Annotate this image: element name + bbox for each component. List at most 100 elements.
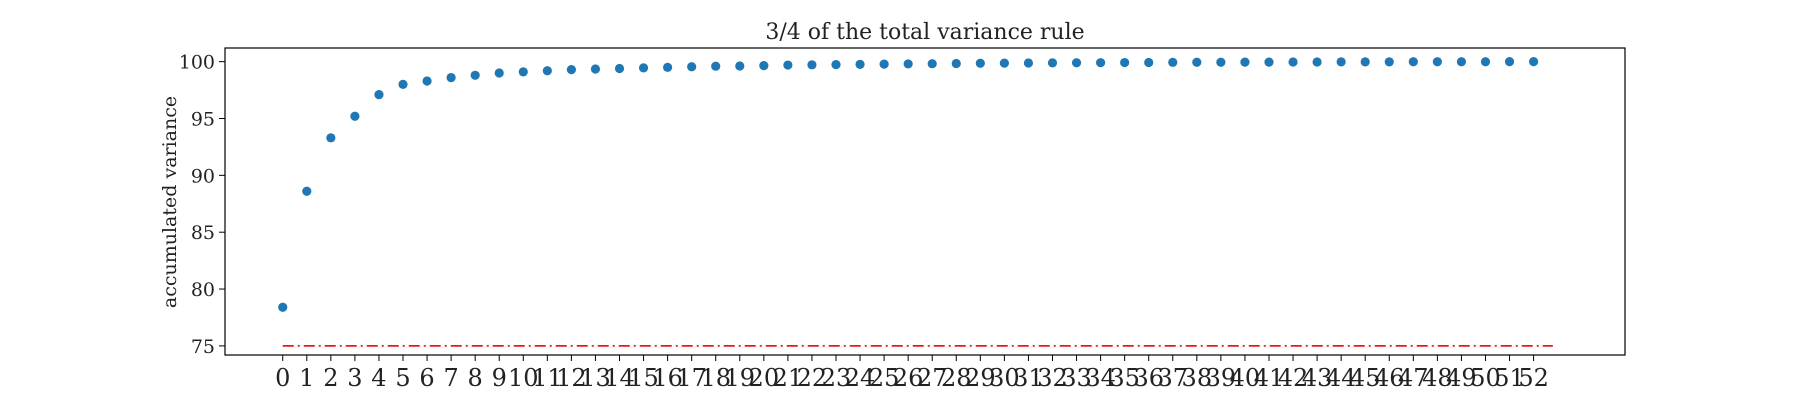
data-point [1168, 57, 1178, 67]
data-point [1384, 57, 1394, 67]
data-point [614, 63, 625, 74]
data-point [278, 302, 288, 312]
x-tick-label: 40 [1230, 364, 1261, 392]
data-point [999, 58, 1009, 68]
data-point [1264, 57, 1274, 67]
data-point [374, 90, 384, 100]
x-tick-label: 47 [1398, 364, 1429, 392]
y-axis-label: accumulated variance [159, 96, 181, 308]
data-point [302, 186, 312, 196]
x-tick-label: 45 [1350, 364, 1381, 392]
data-point [398, 79, 408, 89]
x-tick-label: 16 [652, 364, 683, 392]
x-tick-label: 52 [1518, 364, 1549, 392]
data-point [350, 111, 360, 121]
x-tick-label: 14 [604, 364, 635, 392]
data-point [566, 65, 576, 75]
x-tick-label: 35 [1109, 364, 1140, 392]
x-tick-label: 31 [1013, 364, 1044, 392]
data-point [1312, 57, 1322, 67]
chart-title: 3/4 of the total variance rule [765, 20, 1084, 45]
data-point [1120, 57, 1130, 68]
x-tick-label: 39 [1206, 364, 1237, 392]
x-tick-label: 30 [989, 364, 1020, 392]
data-point [1216, 57, 1226, 67]
x-tick-label: 29 [965, 364, 996, 392]
data-point [446, 72, 456, 83]
data-point [1240, 57, 1250, 67]
data-point [1047, 58, 1058, 68]
data-point [951, 58, 961, 69]
x-tick-label: 0 [275, 364, 290, 392]
plot-area [224, 47, 1626, 356]
data-point [1144, 57, 1154, 68]
x-tick-label: 24 [845, 364, 876, 392]
x-tick-label: 11 [532, 364, 563, 392]
data-point [759, 61, 769, 71]
x-tick-label: 13 [580, 364, 611, 392]
data-point [711, 61, 721, 71]
x-tick-label: 20 [749, 364, 780, 392]
data-point [735, 61, 745, 71]
x-tick-label: 32 [1037, 364, 1068, 392]
x-tick-label: 23 [821, 364, 852, 392]
x-tick-label: 28 [941, 364, 972, 392]
data-point [494, 68, 504, 78]
data-point [927, 59, 937, 69]
x-tick-label: 2 [323, 364, 338, 392]
x-tick-label: 50 [1470, 364, 1501, 392]
data-point [542, 66, 552, 76]
x-tick-label: 41 [1254, 364, 1285, 392]
data-point [663, 62, 673, 72]
x-tick-label: 15 [628, 364, 659, 392]
x-tick-label: 27 [917, 364, 948, 392]
x-tick-label: 48 [1422, 364, 1453, 392]
x-tick-label: 21 [773, 364, 804, 392]
data-point [422, 76, 432, 86]
data-point [1192, 57, 1202, 67]
data-point [1096, 58, 1106, 68]
data-points [278, 57, 1539, 312]
x-tick-label: 7 [443, 364, 458, 392]
data-point [1504, 57, 1515, 67]
y-tick-label: 90 [191, 165, 215, 187]
x-tick-label: 3 [347, 364, 362, 392]
x-tick-label: 18 [700, 364, 731, 392]
x-tick-label: 26 [893, 364, 924, 392]
data-point [1528, 57, 1539, 67]
data-point [831, 60, 841, 70]
data-point [1456, 57, 1467, 67]
x-tick-label: 10 [508, 364, 539, 392]
y-tick-label: 85 [191, 222, 215, 244]
data-point [1432, 57, 1442, 67]
x-axis-ticks: 0 1 2 3 4 5 6 7 8 9 101112131415161718192021222324… [275, 355, 1549, 392]
x-tick-label: 34 [1085, 364, 1116, 392]
x-tick-label: 9 [492, 364, 507, 392]
x-tick-label: 38 [1182, 364, 1213, 392]
x-tick-label: 42 [1278, 364, 1309, 392]
data-point [1360, 57, 1370, 67]
x-tick-label: 17 [676, 364, 707, 392]
x-tick-label: 51 [1494, 364, 1525, 392]
y-tick-label: 95 [191, 108, 215, 130]
data-point [590, 64, 601, 74]
x-tick-label: 12 [556, 364, 587, 392]
x-tick-label: 4 [371, 364, 386, 392]
data-point [783, 60, 793, 70]
data-point [518, 67, 528, 77]
y-tick-label: 100 [179, 52, 215, 74]
x-tick-label: 44 [1326, 364, 1357, 392]
x-tick-label: 22 [797, 364, 828, 392]
x-tick-label: 33 [1061, 364, 1092, 392]
data-point [638, 63, 649, 73]
x-tick-label: 5 [395, 364, 410, 392]
data-point [855, 59, 865, 69]
y-tick-label: 80 [191, 279, 215, 301]
data-point [1071, 58, 1082, 68]
data-point [1288, 57, 1298, 67]
data-point [1408, 57, 1418, 67]
x-tick-label: 8 [468, 364, 483, 392]
x-tick-label: 37 [1157, 364, 1188, 392]
data-point [470, 70, 480, 80]
